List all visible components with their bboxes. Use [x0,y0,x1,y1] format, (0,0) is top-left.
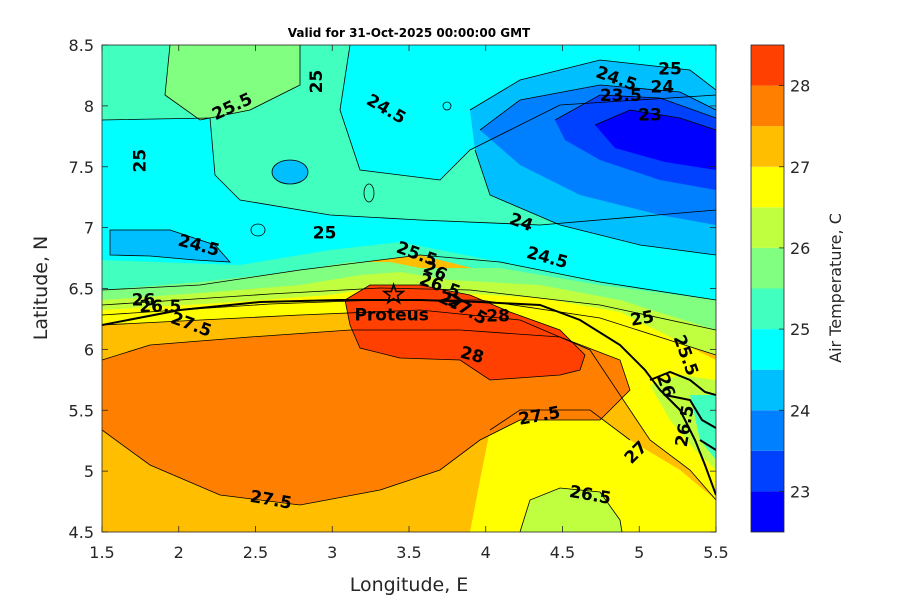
band-24-24.5-nw [110,230,230,262]
x-axis: 1.5 2 2.5 3 3.5 4 4.5 5 5.5 [89,45,729,562]
y-tick-label: 5.5 [69,401,94,420]
band-24.5-25 [102,118,716,300]
colorbar-swatch [751,85,784,127]
colorbar-swatch [751,207,784,248]
colorbar-swatch [751,126,784,167]
station-layer: Proteus [354,282,429,326]
colorbar-tick-label: 25 [790,320,810,339]
y-tick-label: 5 [84,462,94,481]
colorbar-tick-label: 26 [790,239,810,258]
colorbar-swatch [751,491,784,532]
y-axis-label: Latitude, N [30,236,52,341]
colorbar-swatch [751,166,784,208]
colorbar-swatch [751,288,784,330]
colorbar-swatch [751,247,784,289]
y-tick-label: 6 [84,340,94,359]
plot-area [102,45,716,532]
y-axis: 4.5 5 5.5 6 6.5 7 7.5 8 8.5 [69,36,716,542]
contour-label: 25 [629,307,656,331]
colorbar-tick-label: 24 [790,401,810,420]
contour-label: 25 [313,224,337,244]
contour-label: 23 [638,106,662,126]
colorbar-frame [750,44,785,533]
colorbar-swatch [751,450,784,492]
contour-label: 26 [132,291,156,311]
colorbar-label: Air Temperature, C [826,213,845,363]
y-tick-label: 7 [84,219,94,238]
colorbar-swatch [751,410,784,451]
x-tick-label: 3 [327,543,337,562]
band-25.5-26-nw [165,45,300,120]
band-22.5-23-ne [595,110,716,170]
band-25.5-26-coast [102,262,716,330]
contour-label: 23.5 [600,86,642,106]
y-tick-label: 8 [84,97,94,116]
x-tick-label: 4 [481,543,491,562]
contour-label: 24 [650,78,674,98]
band-26-26.5-coast [102,272,716,355]
y-tick-label: 6.5 [69,280,94,299]
band-26-26.5-south [520,488,622,532]
x-tick-label: 4.5 [550,543,575,562]
band-28-28.5 [345,285,585,380]
coastline [102,299,716,496]
band-26.5-27-coast [102,285,716,500]
colorbar-swatch [751,329,784,370]
band-24-24.5-small [272,160,308,184]
station-label: Proteus [354,306,428,326]
colorbar-swatch [751,369,784,411]
x-tick-label: 5 [634,543,644,562]
x-tick-label: 3.5 [396,543,421,562]
x-tick-label: 2 [174,543,184,562]
colorbar-tick-label: 28 [790,77,810,96]
chart-title: Valid for 31-Oct-2025 00:00:00 GMT [288,26,531,40]
colorbar: 23 24 25 26 27 28 [750,44,810,533]
y-tick-label: 7.5 [69,158,94,177]
x-axis-label: Longitude, E [350,574,469,596]
x-tick-label: 2.5 [243,543,268,562]
contour-label: 28 [486,307,510,327]
y-tick-label: 8.5 [69,36,94,55]
y-tick-label: 4.5 [69,523,94,542]
x-tick-label: 1.5 [89,543,114,562]
contour-label: 25 [130,149,150,173]
contour-label: 25 [307,70,327,94]
station-star-icon [381,282,406,305]
colorbar-tick-label: 27 [790,158,810,177]
x-tick-label: 5.5 [703,543,728,562]
contour-label: 26.5 [139,297,181,317]
colorbar-swatch [751,45,784,86]
colorbar-tick-label: 23 [790,482,810,501]
contour-label: 25 [658,59,682,79]
